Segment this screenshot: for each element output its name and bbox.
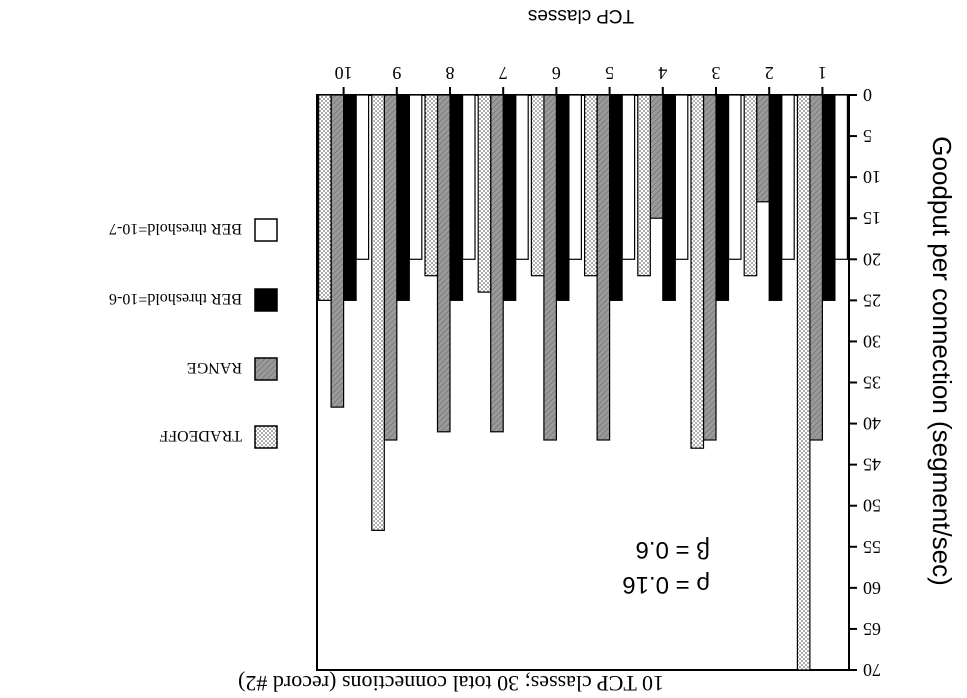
legend: BER threshold=10-7 BER threshold=10-6 RANG… [109,218,278,449]
y-tick-label: 0 [863,85,872,105]
range-bar [543,94,557,441]
ber7-bar [461,94,476,260]
y-tick-label: 35 [863,373,881,393]
y-tick-label: 10 [863,167,881,187]
legend-label: RANGE [187,359,242,376]
y-tick-label: 5 [863,126,872,146]
range-bar [809,94,823,441]
ber7-bar [674,94,689,260]
y-tick-label: 15 [863,208,881,228]
tradeoff-bar [477,94,492,293]
ber7-bar [515,94,529,260]
ber7-bar [727,94,742,260]
ber7-bar [834,94,849,260]
y-axis: 0 5 10 15 20 25 30 35 40 45 50 55 60 65 70 [849,85,881,680]
ber6-bar [662,94,676,301]
ber6-bar [342,94,357,301]
x-tick-label: 8 [446,63,455,83]
y-tick-label: 60 [863,578,881,598]
y-tick-label: 25 [863,290,881,310]
x-tick-label: 9 [392,63,401,83]
y-tick-label: 45 [863,455,881,475]
y-tick-label: 55 [863,537,881,557]
range-bar [330,94,345,408]
bars-group [317,94,849,671]
range-bar [756,94,770,203]
tradeoff-bar [690,94,705,449]
x-tick-label: 5 [605,63,614,83]
ber6-bar [502,94,517,301]
range-bar [383,94,398,441]
x-tick-label: 6 [552,63,561,83]
y-tick-label: 70 [863,660,881,680]
ber7-legend-swatch [254,218,278,242]
rotated-figure: 10 TCP classes; 30 total connections (re… [109,5,957,696]
ber7-bar [408,94,423,260]
legend-label: BER threshold=10-7 [109,220,242,237]
beta-annotation: β = 0.6 [635,536,710,563]
ber7-bar [568,94,582,260]
y-axis-label: Goodput per connection (segment/sec) [927,136,957,585]
ber7-bar [781,94,795,260]
ber6-legend-swatch [254,288,278,312]
x-tick-label: 1 [818,63,827,83]
ber6-bar [609,94,623,301]
tradeoff-bar [371,94,385,531]
ber6-bar [555,94,570,301]
tradeoff-bar [424,94,439,277]
ber6-bar [715,94,730,301]
x-tick-label: 10 [335,63,353,83]
range-bar [596,94,611,441]
y-tick-label: 50 [863,496,881,516]
ber7-bar [621,94,636,260]
tradeoff-bar [743,94,758,277]
x-tick-label: 3 [712,63,721,83]
ber6-bar [821,94,836,301]
y-tick-label: 65 [863,619,881,639]
legend-label: TRADEOFF [159,427,242,444]
tradeoff-bar [796,94,811,671]
range-legend-swatch [254,357,278,381]
y-tick-label: 40 [863,414,881,434]
rho-annotation: ρ = 0.16 [622,571,710,598]
y-tick-label: 30 [863,331,881,351]
tradeoff-bar [317,94,332,301]
ber6-bar [396,94,410,301]
range-bar [436,94,451,433]
chart-title: 10 TCP classes; 30 total connections (re… [238,671,664,696]
range-bar [649,94,664,219]
ber6-bar [768,94,783,301]
tradeoff-bar [530,94,545,277]
x-tick-label: 7 [499,63,508,83]
tradeoff-legend-swatch [254,425,278,449]
ber7-bar [355,94,370,260]
tradeoff-bar [637,94,651,277]
tradeoff-bar [584,94,598,277]
range-bar [702,94,717,441]
x-axis-label: TCP classes [528,5,634,26]
range-bar [490,94,504,433]
x-tick-label: 4 [658,63,667,83]
y-tick-label: 20 [863,249,881,269]
legend-label: BER threshold=10-6 [109,290,242,307]
ber6-bar [449,94,464,301]
x-tick-label: 2 [765,63,774,83]
x-axis: 1 2 3 4 5 6 7 8 9 10 [335,63,827,95]
